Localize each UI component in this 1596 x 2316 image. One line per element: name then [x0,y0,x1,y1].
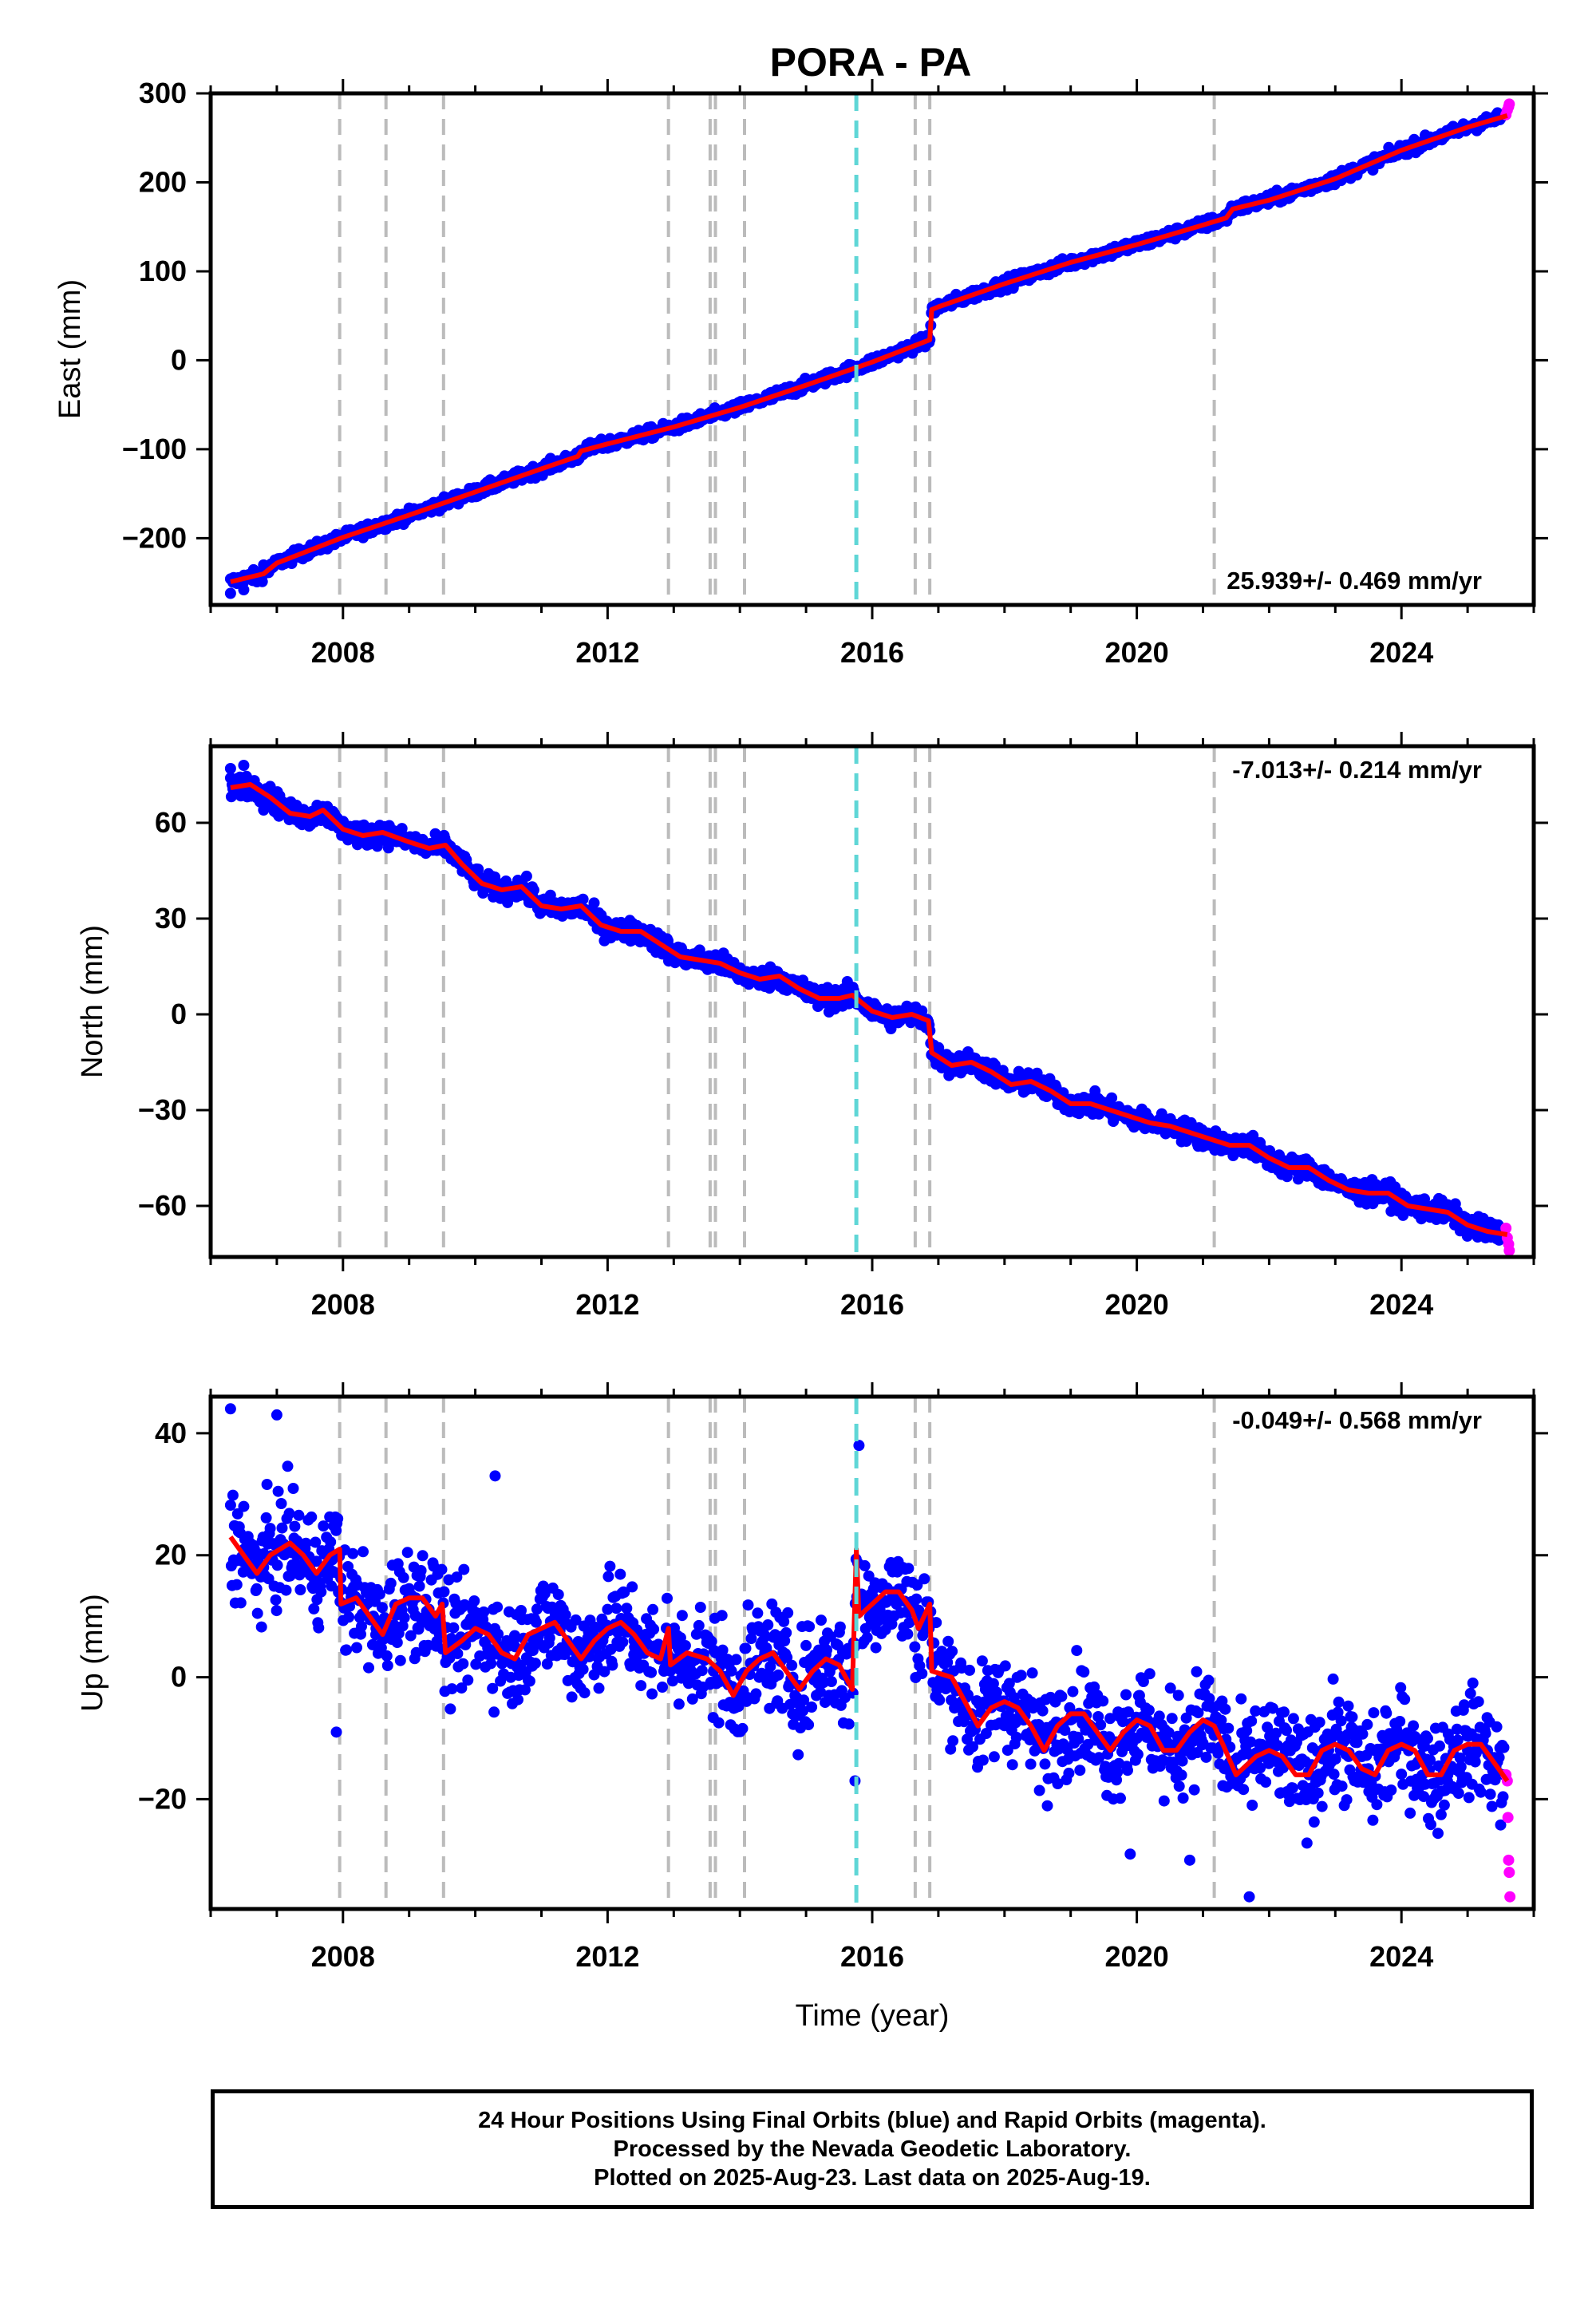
final-orbit-point [224,1403,236,1415]
final-orbit-cloud [224,1460,1510,1849]
y-tick-label: 60 [155,806,187,839]
x-axis-label: Time (year) [796,1999,950,2033]
y-tick-label: −60 [138,1189,187,1222]
plot-area [224,93,1515,605]
panel-3: −20 0 20 40 2008 2012 2016 2020 2024 Up (mm) -0.04… [76,1382,1548,2033]
y-tick-label: 0 [171,1661,187,1694]
footer-line-3: Plotted on 2025-Aug-23. Last data on 202… [594,2165,1151,2191]
rapid-orbit-point [1503,98,1515,110]
final-orbit-point [489,1470,501,1482]
final-orbit-point [238,760,250,771]
rapid-orbit-point [1503,1245,1515,1256]
model-line [230,782,1508,1237]
x-tick-label: 2008 [311,1288,375,1321]
final-orbit-point [258,559,270,571]
y-tick-label: 20 [155,1539,187,1571]
y-tick-label: −30 [138,1093,187,1126]
final-orbit-cloud [224,107,1507,590]
final-orbit-point [224,763,236,774]
final-orbit-point [258,804,270,816]
y-axis-label: North (mm) [76,925,109,1078]
final-orbit-point [251,576,263,588]
x-tick-label: 2024 [1369,1288,1433,1321]
final-orbit-point [330,1726,342,1738]
plot-frame [208,1394,1536,1911]
rate-label: 25.939+/- 0.469 mm/yr [1227,567,1482,595]
footer-line-1: 24 Hour Positions Using Final Orbits (bl… [478,2108,1266,2133]
y-tick-label: −200 [122,521,187,554]
model-line [228,1535,1510,1783]
x-tick-label: 2012 [575,1940,639,1973]
final-orbit-point [853,1440,865,1452]
y-axis-label: Up (mm) [76,1594,109,1712]
x-tick-label: 2016 [840,1940,904,1973]
final-orbit-point [1243,1891,1255,1903]
x-tick-label: 2008 [311,1940,375,1973]
x-tick-label: 2012 [575,636,639,669]
y-tick-label: 0 [171,998,187,1030]
model-line [230,113,1508,584]
panel-2: −60 −30 0 30 60 2008 2012 2016 2020 2024 North (mm… [76,732,1548,1321]
panel-1: −200 −100 0 100 200 300 2008 2012 2016 2020 2024 Ea… [53,77,1548,669]
final-orbit-point [238,584,250,596]
y-tick-label: 200 [139,165,187,198]
x-tick-label: 2020 [1105,1940,1169,1973]
rapid-orbit-point [1504,1891,1516,1903]
final-orbit-point [271,808,282,819]
y-tick-label: 40 [155,1417,187,1449]
x-tick-label: 2016 [840,1288,904,1321]
x-tick-label: 2024 [1369,1940,1433,1973]
y-tick-label: 30 [155,902,187,935]
final-orbit-point [224,587,236,599]
plot-area [224,746,1515,1257]
y-axis-label: East (mm) [53,279,87,419]
y-tick-label: 100 [139,255,187,287]
x-tick-label: 2016 [840,636,904,669]
footer-line-2: Processed by the Nevada Geodetic Laborat… [613,2136,1132,2162]
chart-title: PORA - PA [770,40,972,85]
footer-box: 24 Hour Positions Using Final Orbits (bl… [211,2089,1534,2209]
final-orbit-point [271,1409,282,1421]
final-orbit-point [238,1500,250,1512]
y-tick-label: 0 [171,343,187,376]
rapid-orbit-point [1502,1812,1514,1824]
rapid-orbit-point [1503,1867,1515,1879]
y-tick-label: −100 [122,433,187,465]
final-orbit-point [1124,1848,1136,1860]
plot-area [224,1397,1516,1909]
x-tick-label: 2020 [1105,636,1169,669]
final-orbit-point [1183,1854,1195,1866]
y-tick-label: −20 [138,1782,187,1815]
rapid-orbit-point [1503,1854,1515,1866]
x-tick-label: 2012 [575,1288,639,1321]
rate-label: -0.049+/- 0.568 mm/yr [1232,1406,1482,1434]
x-tick-label: 2024 [1369,636,1433,669]
rapid-orbit-point [1500,1223,1512,1234]
y-tick-label: 300 [139,77,187,109]
x-tick-label: 2008 [311,636,375,669]
final-orbit-point [310,1555,322,1567]
x-tick-label: 2020 [1105,1288,1169,1321]
rate-label: -7.013+/- 0.214 mm/yr [1232,756,1482,784]
